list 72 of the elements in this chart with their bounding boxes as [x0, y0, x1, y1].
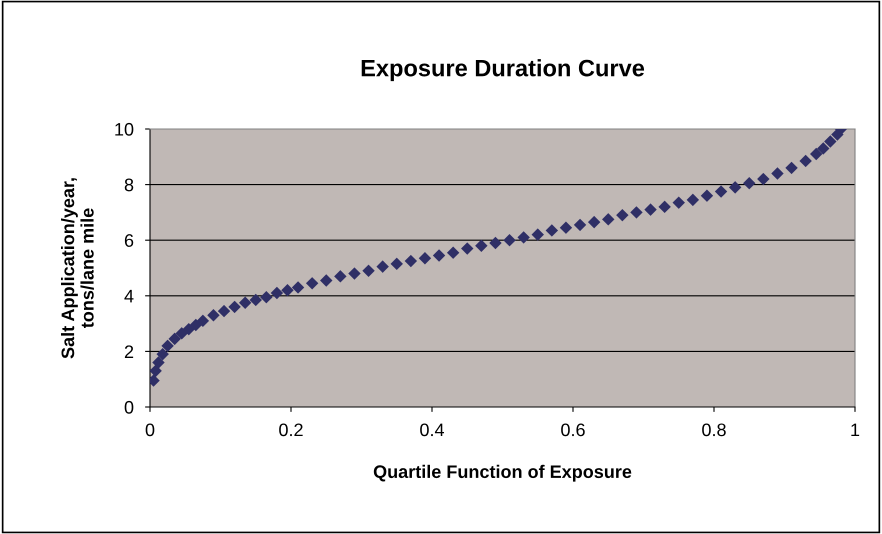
point	[334, 270, 347, 283]
y-tick-label: 10	[115, 122, 134, 136]
point	[176, 327, 188, 340]
point	[320, 274, 332, 287]
point	[817, 142, 830, 155]
point	[260, 290, 273, 304]
y-tick-label: 0	[124, 400, 134, 414]
point	[207, 309, 220, 322]
point	[475, 240, 488, 252]
point	[292, 281, 304, 294]
point	[348, 267, 361, 280]
point	[489, 236, 502, 250]
y-axis-title: Salt Application/year, tons/lane mile	[61, 178, 94, 358]
point	[306, 277, 318, 290]
point	[250, 294, 262, 306]
point	[810, 148, 822, 160]
point	[785, 162, 798, 174]
y-tick-label: 8	[124, 178, 134, 192]
point	[228, 300, 241, 314]
point	[700, 190, 714, 202]
point	[446, 246, 460, 259]
point	[376, 260, 389, 273]
point	[503, 234, 516, 246]
point	[156, 348, 169, 360]
point	[616, 208, 629, 222]
point	[390, 258, 403, 270]
point	[644, 203, 657, 216]
x-tick-label: 0.6	[561, 423, 585, 436]
point	[630, 206, 643, 219]
point	[182, 322, 195, 336]
x-tick-label: 0.4	[420, 423, 444, 436]
point	[190, 318, 202, 332]
point	[150, 364, 162, 378]
point	[461, 242, 474, 255]
point	[546, 224, 558, 237]
x-tick-label: 0.8	[702, 423, 726, 436]
point	[771, 167, 784, 180]
point	[532, 228, 544, 241]
point	[588, 216, 600, 228]
point	[743, 177, 756, 190]
point	[161, 340, 174, 352]
point	[574, 218, 586, 232]
point	[270, 286, 284, 300]
point	[404, 254, 418, 268]
point	[686, 194, 700, 206]
point	[658, 200, 671, 214]
x-tick-label: 0	[146, 423, 154, 436]
point	[218, 304, 230, 318]
x-tick-label: 1	[851, 424, 860, 436]
point	[168, 332, 181, 346]
point	[281, 284, 294, 296]
point	[672, 196, 685, 209]
x-axis-title: Quartile Function of Exposure	[374, 464, 632, 482]
point	[362, 264, 375, 277]
point	[714, 185, 728, 198]
x-tick-label: 0.2	[279, 423, 303, 436]
point	[432, 249, 446, 262]
point	[824, 135, 837, 148]
point	[757, 172, 770, 186]
point	[602, 213, 614, 226]
point	[560, 221, 572, 234]
point	[517, 231, 530, 244]
chart-title: Exposure Duration Curve	[362, 59, 644, 82]
y-tick-label: 2	[124, 345, 134, 358]
y-tick-label: 4	[124, 290, 134, 302]
point	[238, 296, 252, 309]
point	[152, 356, 165, 369]
point	[196, 314, 210, 328]
point	[799, 154, 812, 168]
point	[728, 181, 742, 194]
point	[418, 252, 432, 264]
y-tick-label: 6	[124, 234, 134, 247]
